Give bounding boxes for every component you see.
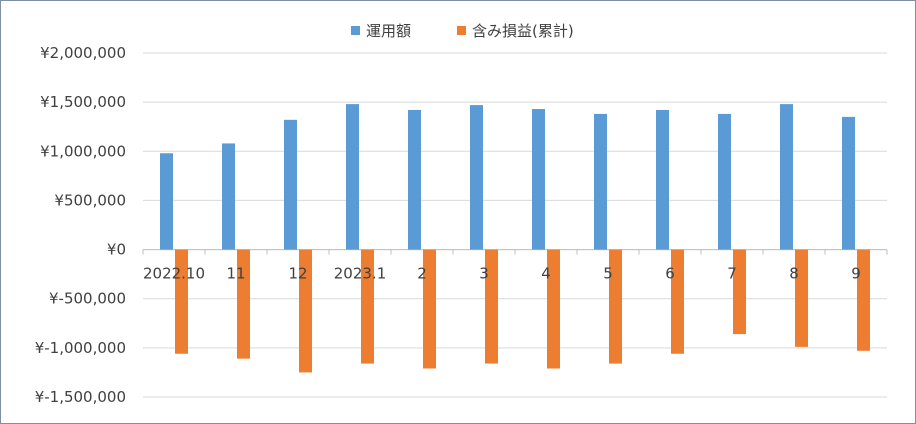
- legend-label: 運用額: [366, 22, 411, 40]
- x-tick-label: 2022.10: [143, 265, 205, 283]
- x-tick-label: 9: [851, 265, 861, 283]
- bar-fukumi-soneki: [299, 249, 312, 373]
- y-tick-label: ¥1,000,000: [40, 142, 126, 160]
- y-tick-label: ¥-1,000,000: [35, 339, 126, 357]
- bar-fukumi-soneki: [485, 249, 498, 364]
- y-tick-label: ¥2,000,000: [40, 44, 126, 62]
- bar-fukumi-soneki: [237, 249, 250, 359]
- x-tick-label: 4: [541, 265, 551, 283]
- x-axis-labels: 2022.10 11 12 2023.1 2 3 4 5 6 7 8 9: [143, 265, 861, 283]
- gridlines: [142, 52, 888, 398]
- bar-unyougaku: [160, 153, 173, 250]
- bar-fukumi-soneki: [361, 249, 374, 364]
- x-tick-label: 2: [417, 265, 427, 283]
- bar-fukumi-soneki: [795, 249, 808, 347]
- legend-swatch: [351, 26, 360, 35]
- x-tick-label: 11: [226, 265, 245, 283]
- x-tick-label: 5: [603, 265, 613, 283]
- bar-fukumi-soneki: [857, 249, 870, 351]
- legend-swatch: [457, 26, 466, 35]
- bar-unyougaku: [718, 113, 731, 250]
- y-axis-labels: ¥2,000,000 ¥1,500,000 ¥1,000,000 ¥500,000 ¥0…: [35, 44, 126, 406]
- bar-unyougaku: [408, 110, 421, 250]
- x-tick-label: 7: [727, 265, 737, 283]
- x-tick-label: 12: [288, 265, 307, 283]
- bar-fukumi-soneki: [175, 249, 188, 354]
- bar-unyougaku: [780, 104, 793, 250]
- bar-unyougaku: [222, 143, 235, 250]
- bar-fukumi-soneki: [733, 249, 746, 335]
- x-tick-label: 2023.1: [334, 265, 387, 283]
- y-tick-label: ¥1,500,000: [40, 93, 126, 111]
- x-tick-label: 6: [665, 265, 675, 283]
- bar-fukumi-soneki: [671, 249, 684, 354]
- y-tick-label: ¥-1,500,000: [35, 388, 126, 406]
- y-tick-label: ¥-500,000: [49, 290, 126, 308]
- bar-unyougaku: [284, 119, 297, 250]
- bar-unyougaku: [656, 110, 669, 250]
- x-tick-label: 8: [789, 265, 799, 283]
- bar-fukumi-soneki: [423, 249, 436, 369]
- bar-fukumi-soneki: [609, 249, 622, 364]
- x-tick-label: 3: [479, 265, 489, 283]
- bar-fukumi-soneki: [547, 249, 560, 369]
- bar-unyougaku: [842, 116, 855, 250]
- bar-unyougaku: [532, 109, 545, 250]
- bar-unyougaku: [594, 113, 607, 250]
- bar-unyougaku: [346, 104, 359, 250]
- y-tick-label: ¥500,000: [54, 191, 126, 209]
- legend: 運用額 含み損益(累計): [351, 22, 574, 40]
- bar-unyougaku: [470, 105, 483, 250]
- legend-label: 含み損益(累計): [472, 22, 574, 40]
- bars: [160, 104, 870, 373]
- y-tick-label: ¥0: [107, 241, 126, 259]
